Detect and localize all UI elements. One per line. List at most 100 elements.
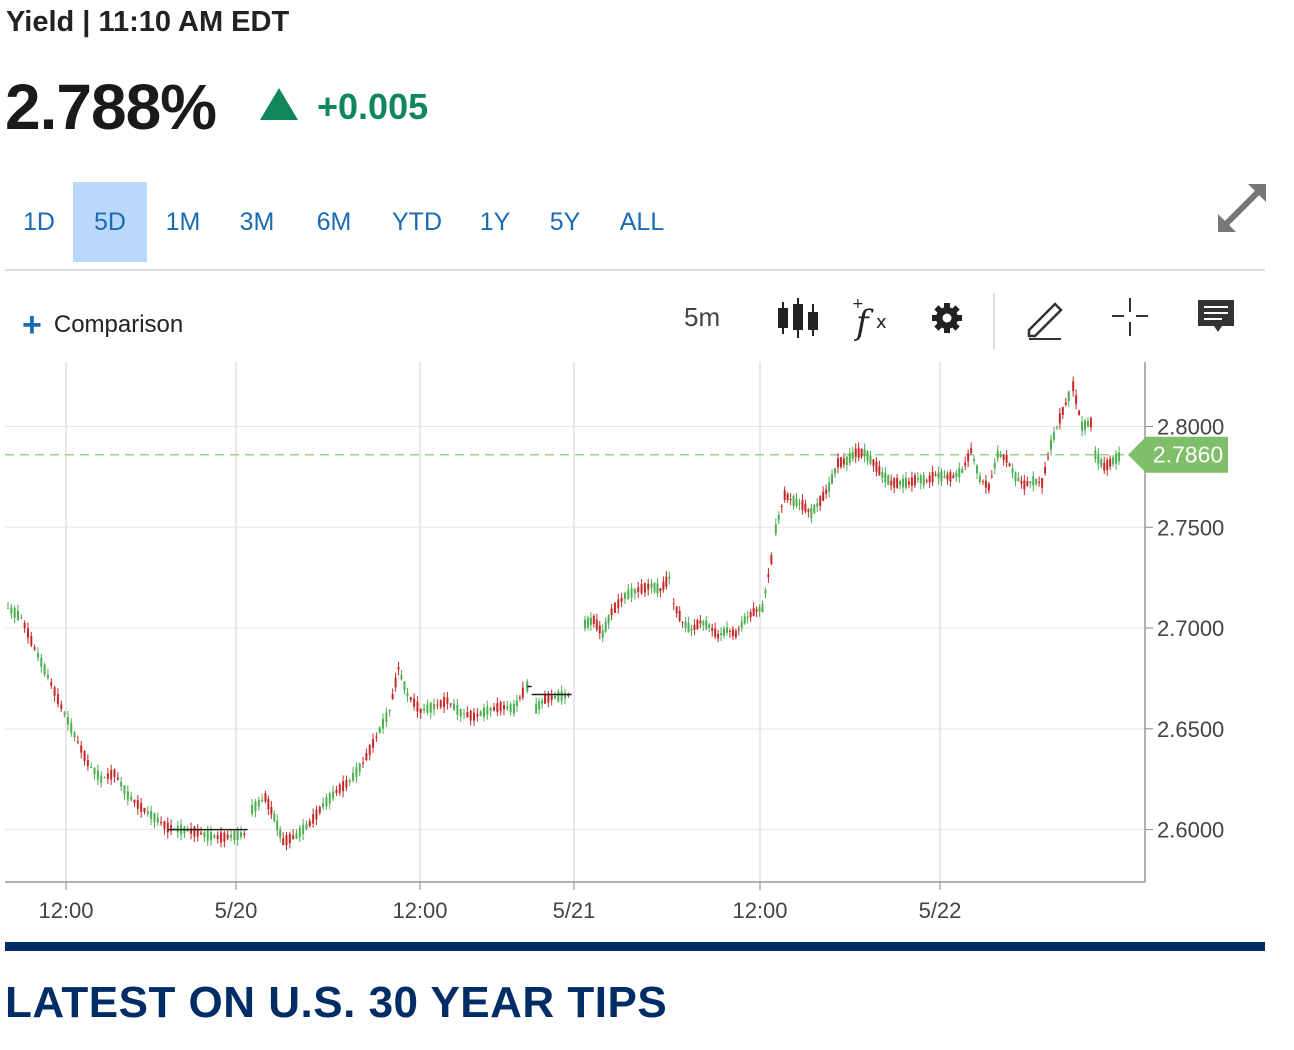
candle-body <box>243 833 246 835</box>
range-tab-3m[interactable]: 3M <box>239 208 275 236</box>
candle-body <box>640 584 643 594</box>
candle-body <box>755 609 758 612</box>
candle-body <box>254 801 257 812</box>
candle-body <box>538 701 541 710</box>
candle-body <box>1084 420 1087 430</box>
candle-body <box>521 687 524 698</box>
interval-selector[interactable]: 5m <box>684 302 721 332</box>
candle-body <box>429 702 432 713</box>
candle-body <box>146 811 149 814</box>
candle-body <box>1097 453 1100 464</box>
range-tab-5y[interactable]: 5Y <box>549 208 581 236</box>
candle-body <box>1035 478 1038 485</box>
candle-body <box>893 478 896 488</box>
candle-body <box>907 481 910 485</box>
candle-body <box>940 471 943 482</box>
candle-body <box>905 477 908 488</box>
candle-body <box>240 832 243 838</box>
range-tab-6m[interactable]: 6M <box>316 208 352 236</box>
candle-body <box>26 628 29 638</box>
candle-body <box>100 775 103 783</box>
draw-pencil-icon[interactable] <box>1021 294 1069 342</box>
candle-body <box>620 597 623 602</box>
candle-body <box>1109 458 1112 467</box>
candlestick-icon[interactable] <box>774 294 822 342</box>
candle-body <box>206 830 209 841</box>
candle-body <box>133 799 136 804</box>
candle-body <box>210 832 213 841</box>
range-tab-ytd[interactable]: YTD <box>392 208 442 236</box>
candle-body <box>298 827 301 838</box>
yield-chart[interactable]: 2.8000 2.7500 2.7000 2.6500 2.6000 12:00 5/20 1… <box>0 360 1294 930</box>
candle-body <box>53 687 56 696</box>
candle-body <box>560 691 563 701</box>
candle-body <box>668 576 671 579</box>
candle-body <box>332 791 335 799</box>
candle-body <box>1008 463 1011 467</box>
candle-body <box>276 820 279 831</box>
y-tick-label: 2.6000 <box>1157 818 1224 843</box>
candle-body <box>890 480 893 486</box>
svg-text:x: x <box>876 312 887 333</box>
candle-body <box>305 824 308 830</box>
candle-body <box>456 704 459 715</box>
candle-body <box>1017 477 1020 482</box>
candle-body <box>70 722 73 733</box>
candle-body <box>696 620 699 630</box>
candle-body <box>23 622 26 629</box>
candle-body <box>662 581 665 590</box>
candle-body <box>335 789 338 793</box>
candle-body <box>325 797 328 807</box>
candle-body <box>492 706 495 711</box>
candle-body <box>547 693 550 703</box>
candle-body <box>828 482 831 492</box>
expand-icon[interactable] <box>1214 180 1270 236</box>
crosshair-icon[interactable] <box>1106 294 1154 342</box>
candle-body <box>678 610 681 621</box>
candle-body <box>708 624 711 628</box>
candle-body <box>423 708 426 711</box>
candle-body <box>43 664 46 675</box>
candle-body <box>976 465 979 474</box>
candle-body <box>16 610 19 621</box>
candle-body <box>106 773 109 779</box>
indicator-fx-icon[interactable]: + f x <box>848 294 896 342</box>
candle-body <box>857 447 860 458</box>
candle-body <box>518 697 521 699</box>
candle-body <box>308 821 311 827</box>
candle-body <box>1115 453 1118 464</box>
range-tab-all[interactable]: ALL <box>619 208 665 236</box>
settings-gear-icon[interactable] <box>923 294 971 342</box>
candle-body <box>20 617 23 619</box>
candle-body <box>734 630 737 638</box>
candle-body <box>1094 450 1097 460</box>
candle-body <box>1081 421 1084 432</box>
candle-body <box>643 582 646 593</box>
candle-body <box>854 448 857 457</box>
candle-body <box>1112 457 1115 465</box>
range-tab-1d[interactable]: 1D <box>23 208 55 236</box>
candle-body <box>509 704 512 713</box>
comment-icon[interactable] <box>1192 294 1240 342</box>
range-tab-1y[interactable]: 1Y <box>479 208 511 236</box>
range-tab-5d[interactable]: 5D <box>73 182 147 262</box>
range-tab-1m[interactable]: 1M <box>165 208 201 236</box>
candle-body <box>866 451 869 462</box>
candle-body <box>193 826 196 837</box>
candle-body <box>446 697 449 704</box>
candle-body <box>987 483 990 491</box>
candle-body <box>50 682 53 686</box>
candle-body <box>872 459 875 467</box>
candle-body <box>1026 481 1029 486</box>
candle-body <box>362 762 365 764</box>
candle-body <box>758 607 761 612</box>
candle-body <box>684 621 687 628</box>
candle-body <box>190 828 193 834</box>
candle-body <box>705 620 708 630</box>
candle-body <box>978 476 981 482</box>
candle-body <box>292 835 295 840</box>
candle-body <box>842 458 845 465</box>
candle-body <box>213 835 216 839</box>
comparison-button[interactable]: + Comparison <box>22 308 183 342</box>
candle-body <box>30 635 33 646</box>
